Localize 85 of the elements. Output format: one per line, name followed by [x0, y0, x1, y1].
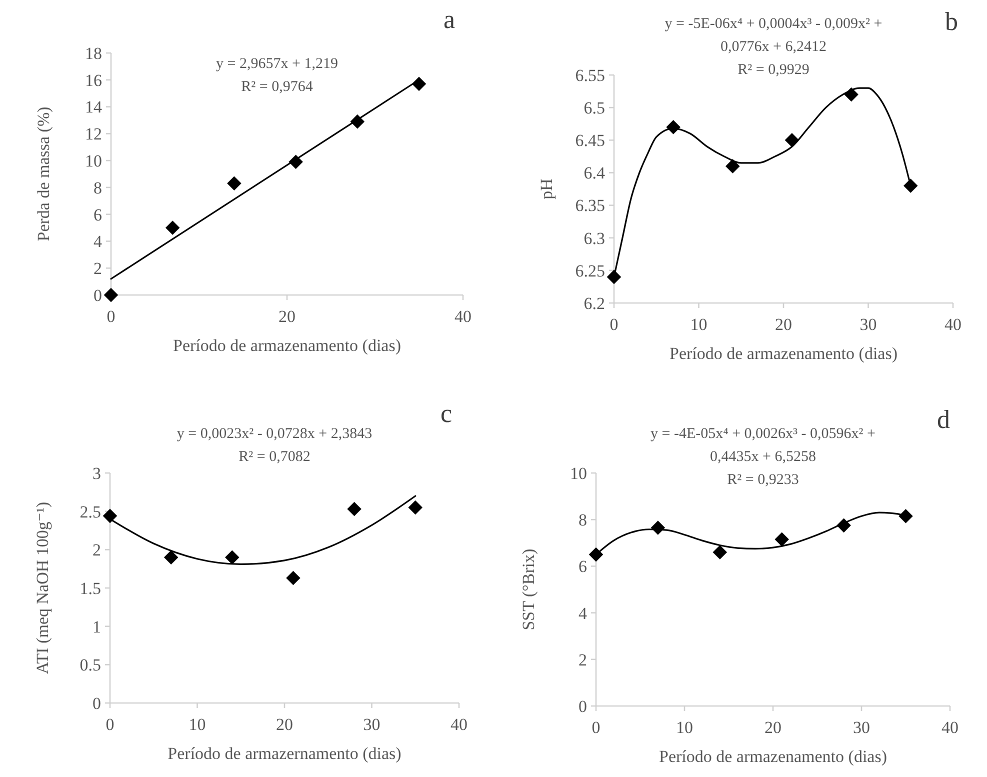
x-tick-label: 40	[450, 715, 468, 734]
y-tick-label: 4	[578, 604, 588, 623]
x-tick-label: 30	[363, 715, 380, 734]
point	[165, 220, 180, 235]
point	[225, 550, 240, 564]
annotation: R² = 0,9233	[727, 472, 799, 488]
y-tick-label: 1.5	[80, 578, 101, 598]
point	[588, 547, 604, 562]
x-tick-label: 40	[944, 315, 962, 334]
point	[903, 178, 918, 193]
point	[102, 508, 118, 524]
y-tick-label: 6.25	[575, 261, 605, 280]
text: y = -5E-06x⁴ + 0,0004x³ - 0,009x² +	[664, 16, 882, 32]
point	[408, 500, 423, 515]
y-axis-title: ATI (meq NaOH 100g⁻¹)	[33, 502, 52, 674]
chart-title: d	[937, 405, 950, 434]
y-tick-label: 12	[85, 124, 102, 144]
annotation: y = 2,9657x + 1,219	[216, 56, 338, 72]
y-tick-label: 2	[92, 540, 101, 560]
y-tick-label: 6.35	[575, 196, 605, 216]
y-tick-label: 16	[85, 70, 102, 90]
point	[227, 176, 242, 191]
y-tick-label: 0	[94, 286, 102, 305]
x-tick-label: 20	[764, 718, 782, 737]
y-tick-label: 6.55	[575, 66, 605, 85]
point	[164, 550, 178, 564]
text: 0,4435x + 6,5258	[710, 449, 816, 465]
y-tick-label: 0.5	[80, 656, 101, 675]
x-tick-label: 30	[860, 315, 877, 334]
y-tick-label: 18	[85, 44, 102, 63]
y-tick-label: 0	[92, 694, 101, 713]
x-tick-label: 0	[610, 315, 618, 334]
x-tick-label: 0	[106, 307, 116, 326]
x-tick-label: 40	[454, 307, 472, 326]
y-tick-label: 6.5	[584, 98, 605, 118]
y-tick-label: 6.3	[584, 228, 605, 248]
y-tick-label: 6.45	[575, 131, 605, 150]
x-tick-label: 0	[106, 715, 114, 734]
y-tick-label: 1	[92, 617, 101, 636]
text: y = -4E-05x⁴ + 0,0026x³ - 0,0596x² +	[650, 426, 876, 442]
y-tick-label: 2	[94, 259, 102, 278]
chart-title: b	[945, 7, 958, 36]
y-tick-label: 0	[578, 696, 587, 716]
x-axis-title: Período de armazenamento (dias)	[173, 336, 401, 355]
y-tick-label: 10	[85, 152, 102, 171]
y-tick-label: 8	[578, 510, 587, 530]
annotation: R² = 0,9929	[738, 62, 810, 78]
text: R² = 0,7082	[238, 449, 310, 465]
text: 0,0776x + 6,2412	[720, 39, 826, 55]
y-tick-label: 3	[92, 464, 101, 483]
chart-title: a	[443, 5, 456, 34]
x-axis-title: Período de armazenamento (dias)	[659, 747, 887, 766]
point	[606, 270, 622, 284]
point	[726, 159, 740, 174]
y-tick-label: 10	[570, 464, 587, 483]
y-tick-label: 4	[94, 232, 102, 252]
text: y = 0,0023x² - 0,0728x + 2,3843	[176, 426, 372, 442]
point	[104, 288, 118, 302]
point	[774, 532, 789, 547]
x-tick-label: 10	[690, 315, 708, 334]
x-tick-label: 40	[942, 718, 958, 737]
y-tick-label: 6.4	[584, 164, 606, 183]
point	[347, 502, 362, 516]
y-axis-title: SST (°Brix)	[519, 548, 538, 630]
y-tick-label: 2.5	[80, 502, 101, 522]
x-tick-label: 30	[853, 718, 870, 737]
chart-title: c	[440, 399, 452, 428]
x-tick-label: 20	[278, 307, 296, 326]
point	[712, 545, 728, 560]
y-axis-title: pH	[537, 178, 556, 200]
x-tick-label: 10	[188, 715, 206, 734]
y-tick-label: 14	[85, 98, 102, 117]
point	[286, 570, 300, 586]
x-tick-label: 20	[276, 715, 293, 734]
y-tick-label: 6	[94, 205, 102, 224]
x-axis-title: Período de armazernamento (dias)	[168, 744, 402, 763]
y-tick-label: 6.2	[584, 294, 605, 313]
y-tick-label: 6	[578, 557, 587, 576]
y-axis-title: Perda de massa (%)	[34, 106, 53, 242]
x-tick-label: 10	[676, 718, 693, 737]
annotation: R² = 0,9764	[241, 79, 314, 95]
x-axis-title: Período de armazenamento (dias)	[670, 344, 898, 363]
y-tick-label: 8	[94, 178, 102, 198]
x-tick-label: 20	[775, 315, 792, 334]
y-tick-label: 2	[578, 650, 587, 670]
